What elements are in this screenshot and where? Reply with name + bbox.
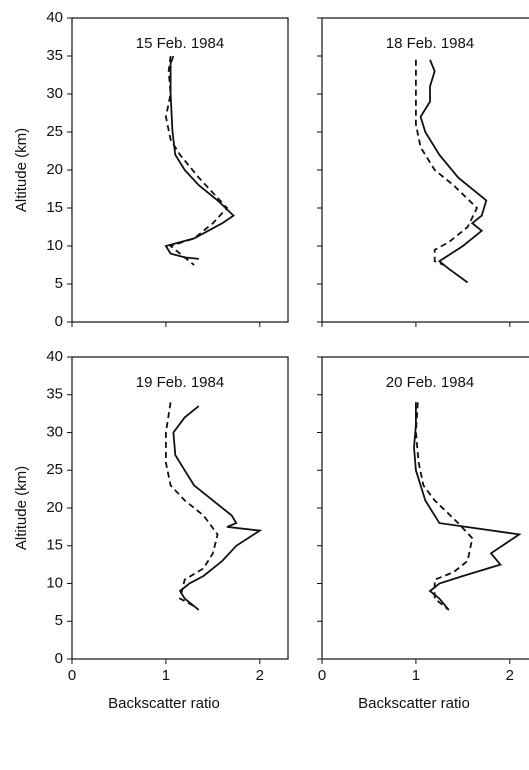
panel-frame [321, 356, 529, 660]
panel-frame [71, 17, 289, 323]
profile-line [164, 55, 235, 260]
panel-frame [71, 356, 289, 660]
x-tick-label: 1 [162, 667, 170, 684]
x-axis-label: Backscatter ratio [108, 695, 220, 712]
y-axis-label: Altitude (km) [13, 128, 30, 212]
x-tick-label: 2 [506, 667, 514, 684]
x-tick-label: 0 [68, 667, 76, 684]
panel-frame [321, 17, 529, 323]
y-tick-label: 10 [46, 574, 63, 591]
y-tick-label: 20 [46, 499, 63, 516]
y-tick-label: 25 [46, 123, 63, 140]
y-tick-label: 35 [46, 386, 63, 403]
x-tick-label: 0 [318, 667, 326, 684]
panel-title: 19 Feb. 1984 [136, 374, 224, 391]
y-tick-label: 15 [46, 537, 63, 554]
profile-line [165, 402, 219, 607]
y-tick-label: 35 [46, 47, 63, 64]
y-tick-label: 25 [46, 461, 63, 478]
x-tick-label: 1 [412, 667, 420, 684]
profile-line [419, 59, 488, 284]
panel-title: 18 Feb. 1984 [386, 35, 474, 52]
y-tick-label: 5 [55, 275, 63, 292]
y-tick-label: 0 [55, 650, 63, 667]
profile-line [415, 59, 479, 266]
panel-title: 15 Feb. 1984 [136, 35, 224, 52]
x-axis-label: Backscatter ratio [358, 695, 470, 712]
y-axis-label: Altitude (km) [13, 466, 30, 550]
y-tick-label: 5 [55, 612, 63, 629]
y-tick-label: 30 [46, 85, 63, 102]
y-tick-label: 40 [46, 9, 63, 26]
profile-line [413, 402, 522, 611]
profile-line [172, 405, 263, 611]
x-tick-label: 2 [256, 667, 264, 684]
profile-line [414, 402, 474, 611]
y-tick-label: 15 [46, 199, 63, 216]
y-tick-label: 40 [46, 348, 63, 365]
y-tick-label: 20 [46, 161, 63, 178]
y-tick-label: 10 [46, 237, 63, 254]
profile-line [164, 55, 229, 266]
y-tick-label: 0 [55, 313, 63, 330]
panel-title: 20 Feb. 1984 [386, 374, 474, 391]
y-tick-label: 30 [46, 423, 63, 440]
